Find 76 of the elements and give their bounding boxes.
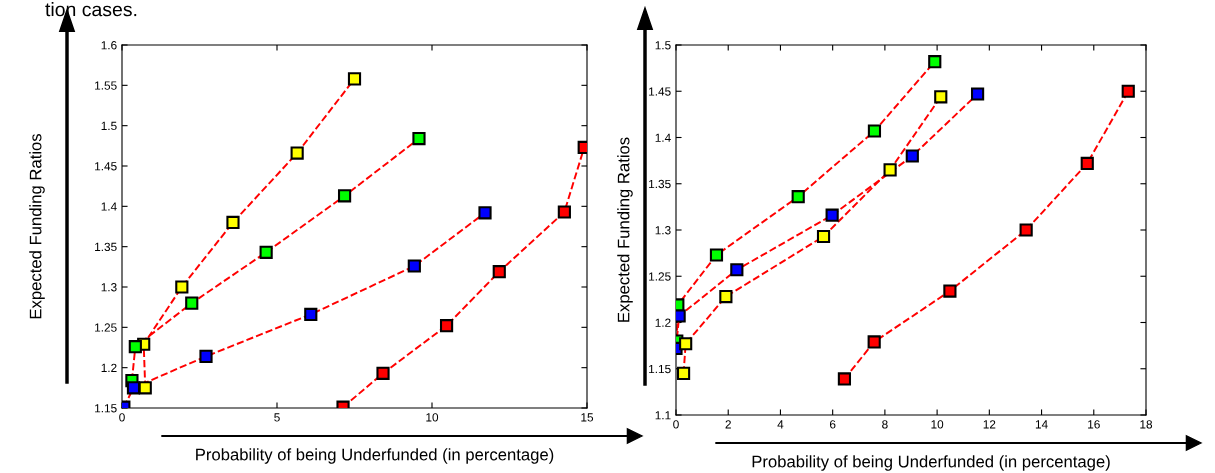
point: [407, 259, 421, 273]
point: [1019, 223, 1033, 237]
point: [730, 263, 744, 277]
y-tick-label: 1.2: [101, 363, 117, 372]
x-tick-label: 5: [274, 413, 280, 422]
point: [905, 149, 919, 163]
point: [719, 290, 733, 304]
y-tick-label: 1.55: [95, 81, 117, 90]
point: [709, 248, 724, 262]
point: [128, 340, 142, 354]
point: [290, 146, 304, 160]
y-tick-label: 1.3: [655, 226, 671, 235]
y-tick-label: 1.5: [101, 121, 117, 131]
x-tick-label: 18: [1140, 420, 1153, 429]
point: [138, 381, 152, 395]
y-tick-label: 1.45: [95, 162, 117, 171]
point: [376, 366, 390, 380]
x-tick-label: 6: [829, 420, 836, 429]
point: [337, 189, 352, 203]
x-tick-label: 10: [426, 413, 439, 422]
x-tick-label: 16: [1088, 420, 1100, 429]
y-tick-label: 1.3: [101, 283, 117, 292]
point: [1080, 156, 1094, 170]
point: [791, 190, 805, 204]
y-tick-label: 1.4: [655, 133, 671, 142]
point: [928, 55, 942, 69]
point: [867, 124, 882, 138]
point: [304, 307, 318, 322]
x-tick-label: 15: [581, 413, 594, 422]
point: [199, 349, 213, 363]
x-tick-label: 2: [725, 420, 731, 429]
x-axis-title: Probability of being Underfunded (in percentage): [196, 448, 554, 464]
point: [825, 208, 839, 222]
point: [943, 284, 957, 298]
x-axis-title: Probability of being Underfunded (in percentage): [752, 455, 1110, 471]
y-tick-label: 1.35: [649, 179, 671, 189]
x-tick-label: 10: [931, 420, 944, 429]
y-tick-label: 1.2: [655, 318, 671, 327]
x-tick-label: 14: [1035, 420, 1048, 429]
point: [259, 245, 273, 259]
point: [676, 366, 691, 380]
y-tick-label: 1.1: [655, 411, 671, 420]
point: [175, 280, 189, 294]
point: [970, 87, 985, 101]
y-tick-label: 1.45: [649, 87, 671, 96]
y-tick-label: 1.5: [655, 41, 671, 50]
point: [347, 72, 362, 86]
point: [185, 296, 199, 310]
x-tick-label: 0: [119, 413, 125, 422]
point: [226, 215, 240, 230]
point: [867, 335, 881, 349]
point: [679, 337, 693, 351]
y-axis-title: Expected Funding Ratios: [29, 133, 45, 319]
y-tick-label: 1.6: [101, 41, 117, 50]
x-tick-label: 4: [777, 420, 784, 429]
point: [412, 131, 426, 146]
y-tick-label: 1.25: [95, 323, 117, 332]
point: [126, 381, 141, 395]
x-tick-label: 12: [983, 420, 996, 429]
y-tick-label: 1.35: [95, 242, 117, 252]
y-tick-label: 1.4: [101, 202, 117, 211]
point: [557, 205, 571, 219]
y-tick-label: 1.15: [649, 364, 671, 374]
x-tick-label: 0: [673, 420, 679, 429]
point: [883, 163, 897, 177]
point: [837, 372, 852, 386]
point: [492, 265, 506, 279]
y-tick-label: 1.15: [95, 404, 117, 413]
point: [816, 229, 831, 244]
point: [934, 90, 948, 104]
point: [478, 206, 492, 220]
point: [1121, 84, 1135, 98]
x-tick-label: 8: [882, 420, 888, 429]
y-tick-label: 1.25: [649, 272, 671, 281]
point: [439, 319, 454, 333]
y-axis-title: Expected Funding Ratios: [617, 137, 633, 322]
